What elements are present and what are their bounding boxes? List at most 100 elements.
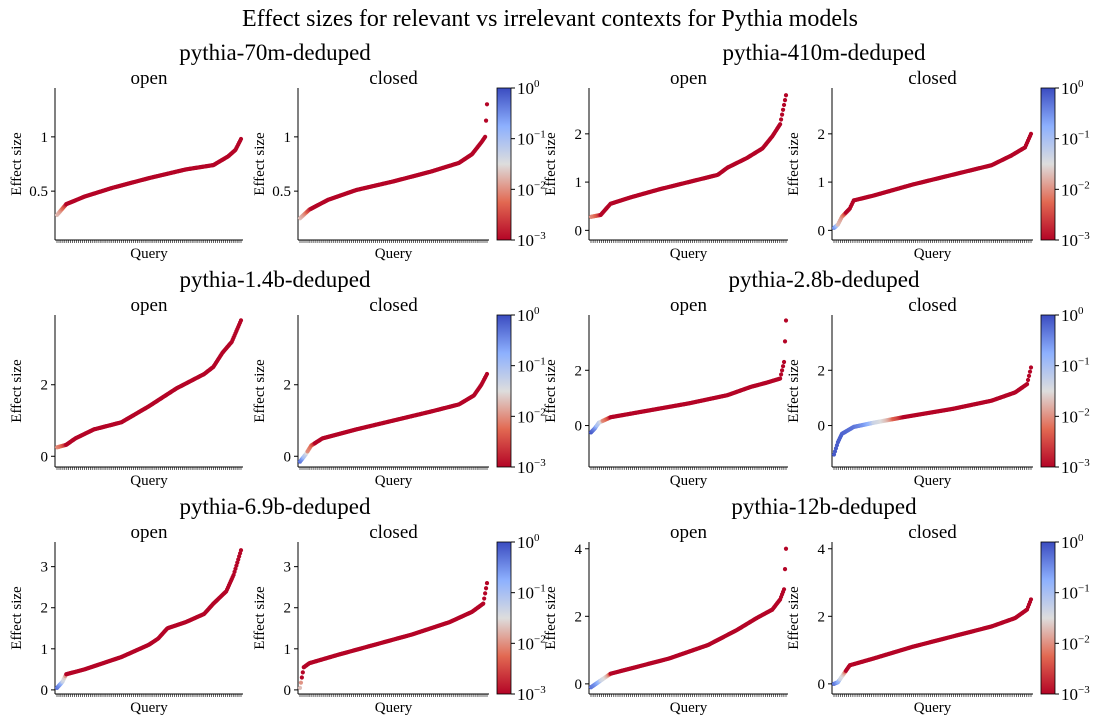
colorbar: 100 10−1 10−2 10−3: [496, 305, 546, 477]
colorbar-tick-label: 10−1: [1061, 356, 1090, 376]
x-tick-marks: [56, 467, 242, 470]
data-point: [238, 318, 244, 323]
model-title: pythia-1.4b-deduped: [180, 267, 371, 292]
x-tick-marks: [590, 240, 787, 243]
x-axis-label: Query: [130, 700, 168, 716]
panel: open 0 2 Effect size Query: [9, 295, 244, 489]
data-point: [1025, 377, 1031, 383]
y-tick-label: 1: [818, 175, 826, 191]
data-point: [1027, 369, 1033, 374]
colorbar-tick-label: 10−1: [517, 356, 546, 376]
x-axis-label: Query: [670, 700, 708, 716]
y-tick-label: 1: [41, 130, 49, 146]
y-tick-label: 3: [41, 560, 49, 576]
x-axis-label: Query: [375, 246, 413, 262]
data-point: [781, 102, 787, 108]
x-tick-marks: [590, 467, 787, 470]
x-tick-marks: [833, 240, 1032, 243]
x-axis-label: Query: [375, 700, 413, 716]
panel-subtitle: open: [131, 522, 168, 543]
colorbar-tick-label: 10−1: [1061, 129, 1090, 149]
panel-subtitle: closed: [369, 295, 418, 316]
data-point: [483, 591, 488, 596]
data-point: [779, 372, 784, 377]
colorbar-tick-label: 10−2: [517, 633, 546, 653]
colorbar-tick-label: 10−1: [517, 583, 546, 603]
model-title: pythia-410m-deduped: [722, 40, 926, 65]
y-tick-label: 0: [575, 677, 583, 693]
data-point: [299, 675, 304, 680]
data-point: [783, 546, 789, 551]
panel-subtitle: open: [670, 522, 707, 543]
x-axis-label: Query: [670, 473, 708, 489]
x-axis-label: Query: [914, 473, 952, 489]
colorbar-gradient: [1040, 314, 1056, 468]
colorbar: 100 10−1 10−2 10−3: [496, 78, 546, 250]
y-axis-label: Effect size: [9, 132, 25, 196]
data-point: [779, 112, 785, 117]
y-tick-label: 0: [41, 683, 49, 699]
panel: closed 0 1 2 3 Effect size Query: [252, 522, 490, 716]
model-title: pythia-12b-deduped: [731, 494, 917, 519]
data-point: [780, 107, 786, 112]
data-point: [481, 601, 486, 606]
x-axis-label: Query: [914, 700, 952, 716]
y-tick-label: 4: [818, 542, 826, 558]
model-group: pythia-12b-deduped open 0 2 4 Effect size Quer…: [543, 494, 1090, 716]
panel-subtitle: closed: [908, 68, 957, 89]
panel-subtitle: open: [131, 68, 168, 89]
y-tick-label: 0: [818, 677, 826, 693]
colorbar-tick-label: 100: [1061, 532, 1084, 552]
data-point: [298, 680, 304, 685]
y-tick-label: 2: [575, 609, 583, 625]
panel: open 0 1 2 Effect size Query: [543, 68, 789, 262]
colorbar-tick-label: 10−3: [517, 230, 546, 250]
data-point: [1024, 382, 1030, 387]
data-point: [778, 122, 783, 127]
model-group: pythia-2.8b-deduped open 0 2 Effect size Quer…: [543, 267, 1090, 489]
y-tick-label: 3: [284, 560, 292, 576]
panel: open 0 2 Effect size Query: [543, 295, 789, 489]
colorbar-tick-label: 100: [1061, 78, 1084, 98]
x-axis-label: Query: [375, 473, 413, 489]
y-axis-label: Effect size: [543, 586, 559, 650]
y-tick-label: 0.5: [29, 184, 48, 200]
data-point: [780, 364, 786, 369]
data-point: [781, 359, 787, 365]
colorbar-tick-label: 10−3: [1061, 457, 1090, 477]
colorbar-tick-label: 10−3: [1061, 684, 1090, 704]
y-tick-label: 0: [284, 449, 292, 465]
x-axis-label: Query: [914, 246, 952, 262]
panel: closed 0.5 1 Effect size Query: [252, 68, 490, 262]
colorbar-gradient: [1040, 541, 1056, 695]
x-tick-marks: [833, 694, 1032, 697]
y-tick-label: 0: [575, 223, 583, 239]
x-tick-marks: [833, 467, 1032, 470]
y-tick-label: 0: [284, 683, 292, 699]
y-tick-label: 2: [284, 601, 292, 617]
x-tick-marks: [299, 467, 488, 470]
y-tick-label: 2: [818, 127, 826, 143]
data-point: [297, 685, 303, 690]
panel: open 0.5 1 Effect size Query: [9, 68, 244, 262]
colorbar-tick-label: 10−2: [1061, 633, 1090, 653]
panel: closed 0 2 Effect size Query: [786, 295, 1034, 489]
colorbar: 100 10−1 10−2 10−3: [1040, 532, 1090, 704]
colorbar: 100 10−1 10−2 10−3: [1040, 305, 1090, 477]
data-point: [483, 118, 489, 123]
colorbar: 100 10−1 10−2 10−3: [496, 532, 546, 704]
data-point: [779, 117, 784, 122]
colorbar-tick-label: 10−1: [517, 129, 546, 149]
y-axis-label: Effect size: [9, 359, 25, 423]
x-axis-label: Query: [130, 246, 168, 262]
x-tick-marks: [56, 240, 242, 243]
y-axis-label: Effect size: [9, 586, 25, 650]
colorbar-tick-label: 100: [517, 532, 540, 552]
data-point: [482, 596, 487, 601]
colorbar-tick-label: 10−3: [517, 684, 546, 704]
y-tick-label: 0: [818, 419, 826, 435]
y-tick-label: 0: [575, 419, 583, 435]
x-axis-label: Query: [130, 473, 168, 489]
colorbar-tick-label: 10−3: [517, 457, 546, 477]
data-point: [484, 102, 490, 107]
